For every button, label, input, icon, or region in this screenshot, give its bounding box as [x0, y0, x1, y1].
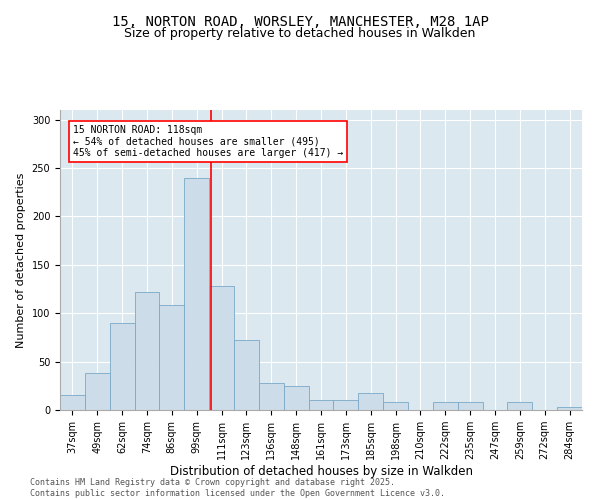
Bar [508, 402, 532, 410]
Bar [358, 392, 383, 410]
Bar [60, 396, 85, 410]
Bar [184, 178, 209, 410]
Bar [308, 400, 334, 410]
Bar [134, 292, 160, 410]
Bar [458, 402, 482, 410]
Text: 15 NORTON ROAD: 118sqm
← 54% of detached houses are smaller (495)
45% of semi-de: 15 NORTON ROAD: 118sqm ← 54% of detached… [73, 124, 343, 158]
Text: Size of property relative to detached houses in Walkden: Size of property relative to detached ho… [124, 28, 476, 40]
Bar [383, 402, 408, 410]
Bar [110, 323, 134, 410]
Bar [160, 306, 184, 410]
X-axis label: Distribution of detached houses by size in Walkden: Distribution of detached houses by size … [170, 465, 473, 478]
Bar [557, 407, 582, 410]
Bar [259, 383, 284, 410]
Bar [433, 402, 458, 410]
Bar [334, 400, 358, 410]
Bar [284, 386, 308, 410]
Text: 15, NORTON ROAD, WORSLEY, MANCHESTER, M28 1AP: 15, NORTON ROAD, WORSLEY, MANCHESTER, M2… [112, 15, 488, 29]
Bar [209, 286, 234, 410]
Y-axis label: Number of detached properties: Number of detached properties [16, 172, 26, 348]
Bar [234, 340, 259, 410]
Bar [85, 373, 110, 410]
Text: Contains HM Land Registry data © Crown copyright and database right 2025.
Contai: Contains HM Land Registry data © Crown c… [30, 478, 445, 498]
